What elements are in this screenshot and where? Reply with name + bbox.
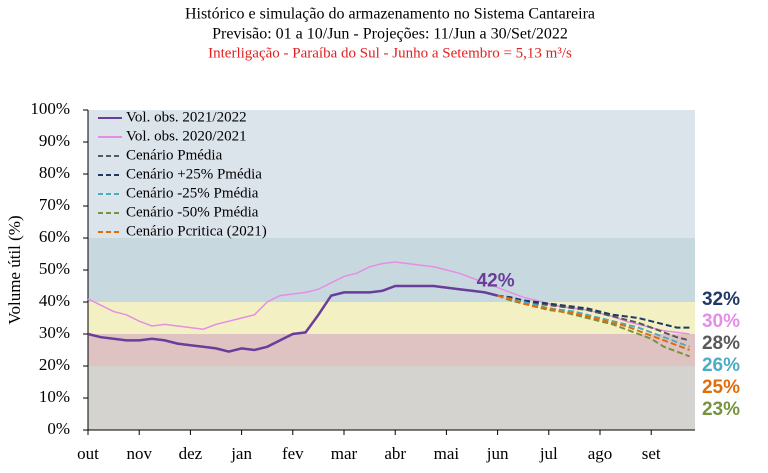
band: [88, 366, 695, 430]
series-line: [497, 294, 690, 348]
x-tick-label: mai: [434, 444, 460, 463]
legend-label: Vol. obs. 2021/2022: [126, 109, 247, 125]
band: [88, 238, 695, 302]
legend-label: Cenário -50% Pmédia: [126, 204, 259, 220]
chart-subtitle: Previsão: 01 a 10/Jun - Projeções: 11/Ju…: [212, 26, 568, 43]
y-tick-label: 80%: [39, 163, 70, 182]
x-tick-label: abr: [384, 444, 406, 463]
legend-label: Cenário +25% Pmédia: [126, 166, 262, 182]
series-line: [497, 294, 690, 358]
x-tick-label: ago: [588, 444, 613, 463]
end-label: 30%: [702, 311, 740, 332]
x-tick-label: dez: [179, 444, 203, 463]
x-tick-label: mar: [331, 444, 358, 463]
y-tick-label: 100%: [30, 99, 70, 118]
x-tick-label: nov: [126, 444, 152, 463]
end-label: 26%: [702, 355, 740, 376]
y-tick-label: 20%: [39, 355, 70, 374]
legend-label: Cenário Pmédia: [126, 147, 223, 163]
chart-title: Histórico e simulação do armazenamento n…: [185, 6, 595, 23]
x-tick-label: jul: [539, 444, 558, 463]
x-tick-label: set: [642, 444, 661, 463]
series-line: [87, 284, 498, 353]
x-tick-label: fev: [282, 444, 304, 463]
end-label: 23%: [702, 399, 740, 420]
legend-label: Cenário -25% Pmédia: [126, 185, 259, 201]
band: [88, 334, 695, 366]
y-tick-label: 30%: [39, 323, 70, 342]
y-tick-label: 0%: [47, 419, 70, 438]
y-axis-label: Volume útil (%): [5, 215, 24, 324]
y-tick-label: 60%: [39, 227, 70, 246]
chart-note: Interligação - Paraíba do Sul - Junho a …: [208, 45, 572, 61]
y-tick-label: 90%: [39, 131, 70, 150]
end-label: 25%: [702, 377, 740, 398]
x-tick-label: jun: [486, 444, 509, 463]
x-tick-label: jan: [230, 444, 252, 463]
legend-label: Vol. obs. 2020/2021: [126, 128, 247, 144]
y-tick-label: 10%: [39, 387, 70, 406]
series-line: [497, 294, 690, 329]
end-label: 32%: [702, 289, 740, 310]
series-line: [497, 294, 690, 351]
band: [88, 110, 695, 238]
x-tick-label: out: [77, 444, 99, 463]
y-tick-label: 50%: [39, 259, 70, 278]
annotation: 42%: [477, 271, 515, 292]
legend-label: Cenário Pcritica (2021): [126, 223, 267, 239]
y-tick-label: 70%: [39, 195, 70, 214]
y-tick-label: 40%: [39, 291, 70, 310]
end-label: 28%: [702, 333, 740, 354]
